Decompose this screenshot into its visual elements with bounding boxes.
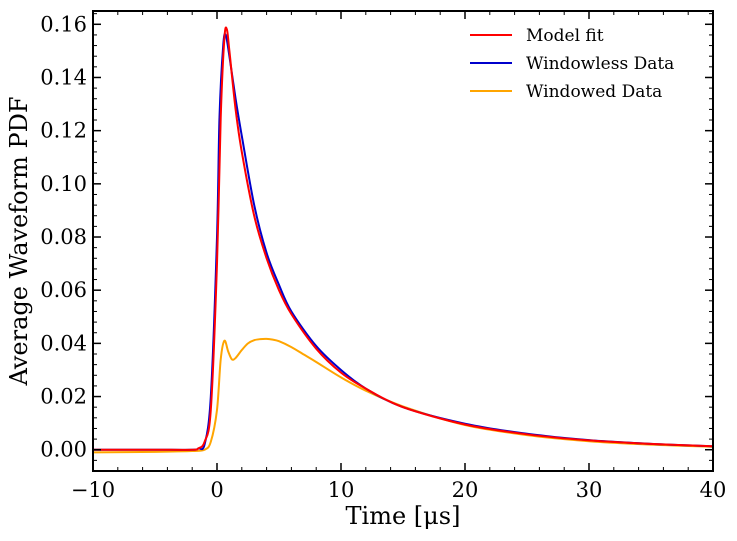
legend-label: Windowed Data xyxy=(526,82,662,102)
x-tick-label: 0 xyxy=(210,478,223,502)
series-line-model-fit xyxy=(93,26,713,451)
y-tick-label: 0.14 xyxy=(40,65,87,89)
series-layer xyxy=(93,26,713,454)
legend: Model fit Windowless Data Windowed Data xyxy=(470,26,674,102)
x-tick-label: 20 xyxy=(452,478,479,502)
legend-label: Windowless Data xyxy=(526,54,674,74)
legend-label: Model fit xyxy=(526,26,604,46)
y-tick-label: 0.02 xyxy=(40,385,87,409)
y-tick-label: 0.08 xyxy=(40,225,87,249)
y-tick-label: 0.04 xyxy=(40,331,87,355)
y-tick-label: 0.12 xyxy=(40,119,87,143)
y-tick-label: 0.16 xyxy=(40,12,87,36)
x-tick-label: −10 xyxy=(71,478,115,502)
x-tick-label: 10 xyxy=(328,478,355,502)
x-tick-label: 40 xyxy=(700,478,727,502)
y-axis-label: Average Waveform PDF xyxy=(5,97,33,387)
x-tick-label: 30 xyxy=(576,478,603,502)
plot-frame xyxy=(92,10,714,472)
x-axis-label: Time [μs] xyxy=(346,502,461,530)
y-tick-label: 0.10 xyxy=(40,172,87,196)
tick-labels: −10 0 10 20 30 40 0.00 0.02 0.04 0.06 0.08 0.10 0.12… xyxy=(40,12,726,502)
y-tick-label: 0.06 xyxy=(40,278,87,302)
y-tick-label: 0.00 xyxy=(40,438,87,462)
